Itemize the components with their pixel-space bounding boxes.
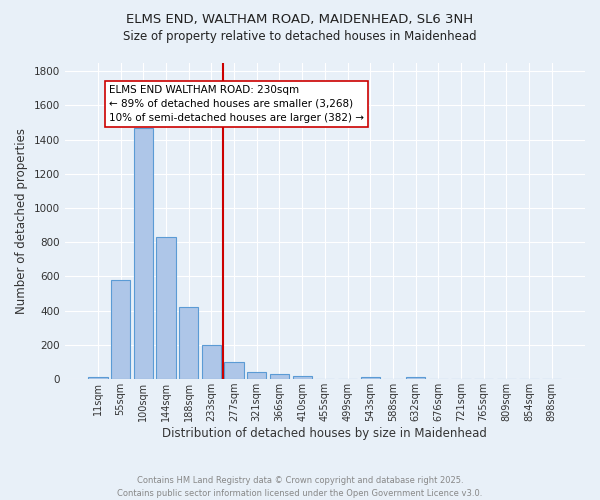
Text: Size of property relative to detached houses in Maidenhead: Size of property relative to detached ho… <box>123 30 477 43</box>
Bar <box>202 345 221 379</box>
Bar <box>406 376 425 379</box>
Bar <box>157 237 176 379</box>
Text: Contains HM Land Registry data © Crown copyright and database right 2025.
Contai: Contains HM Land Registry data © Crown c… <box>118 476 482 498</box>
Y-axis label: Number of detached properties: Number of detached properties <box>15 128 28 314</box>
Bar <box>293 376 312 379</box>
Bar <box>179 308 199 379</box>
X-axis label: Distribution of detached houses by size in Maidenhead: Distribution of detached houses by size … <box>163 427 487 440</box>
Bar <box>224 362 244 379</box>
Text: ELMS END, WALTHAM ROAD, MAIDENHEAD, SL6 3NH: ELMS END, WALTHAM ROAD, MAIDENHEAD, SL6 … <box>127 12 473 26</box>
Bar <box>270 374 289 379</box>
Text: ELMS END WALTHAM ROAD: 230sqm
← 89% of detached houses are smaller (3,268)
10% o: ELMS END WALTHAM ROAD: 230sqm ← 89% of d… <box>109 85 364 123</box>
Bar <box>111 280 130 379</box>
Bar <box>361 376 380 379</box>
Bar <box>247 372 266 379</box>
Bar <box>134 128 153 379</box>
Bar <box>88 376 107 379</box>
